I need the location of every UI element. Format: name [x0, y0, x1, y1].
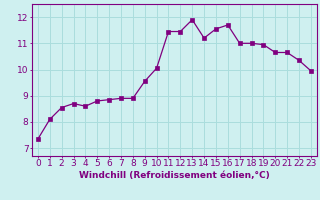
X-axis label: Windchill (Refroidissement éolien,°C): Windchill (Refroidissement éolien,°C) — [79, 171, 270, 180]
